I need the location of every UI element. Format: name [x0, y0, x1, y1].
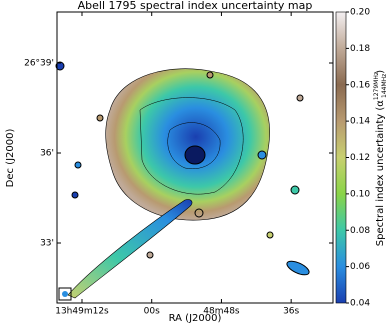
image: [55, 11, 334, 304]
beam: [62, 291, 68, 297]
source: [266, 231, 274, 239]
source: [296, 94, 304, 102]
colorbar-label-text: Spectral index uncertainty (α: [375, 100, 386, 247]
colorbar: [335, 11, 347, 304]
source: [194, 208, 204, 218]
source: [71, 191, 79, 199]
colorbar-tick-label: 0.08: [350, 226, 370, 236]
source: [206, 71, 214, 79]
y-axis-label: Dec (J2000): [5, 129, 16, 188]
colorbar-tick-label: 0.06: [350, 262, 370, 272]
x-tick-label: 36s: [283, 307, 299, 317]
contour: [167, 122, 221, 170]
source: [146, 251, 154, 259]
colorbar-tick-label: 0.12: [350, 153, 370, 163]
source: [257, 150, 267, 160]
colorbar-tick-label: 0.04: [350, 299, 370, 309]
cluster-emission: [105, 68, 270, 221]
x-tick-label: 00s: [144, 307, 160, 317]
tail: [67, 199, 193, 299]
colorbar-label: Spectral index uncertainty (α1279MHz144M…: [373, 70, 388, 247]
y-tick-label: 36': [40, 149, 54, 159]
source: [55, 61, 65, 71]
plot-frame: [56, 11, 334, 304]
colorbar-tick-label: 0.16: [350, 80, 370, 90]
colorbar-tick-label: 0.14: [350, 117, 370, 127]
colorbar-label-end: ): [375, 70, 386, 74]
x-tick-label: 13h49m12s: [55, 307, 109, 317]
source: [96, 114, 104, 122]
source: [290, 185, 300, 195]
colorbar-label-sup: 1279MHz: [373, 72, 380, 100]
y-tick-label: 26°39': [24, 59, 54, 69]
colorbar-tick-label: 0.20: [350, 8, 370, 18]
source: [74, 161, 82, 169]
colorbar-label-sub: 144MHz: [381, 74, 388, 98]
x-tick-label: 48m48s: [203, 307, 240, 317]
contour: [139, 97, 244, 195]
colorbar-tick-label: 0.10: [350, 189, 370, 199]
chart-title: Abell 1795 spectral index uncertainty ma…: [78, 0, 313, 12]
beam-box: [58, 287, 72, 301]
colorbar-tick-label: 0.18: [350, 44, 370, 54]
x-axis-label: RA (J2000): [169, 313, 222, 324]
source: [286, 260, 310, 276]
core: [184, 145, 206, 165]
y-tick-label: 33': [40, 239, 54, 249]
